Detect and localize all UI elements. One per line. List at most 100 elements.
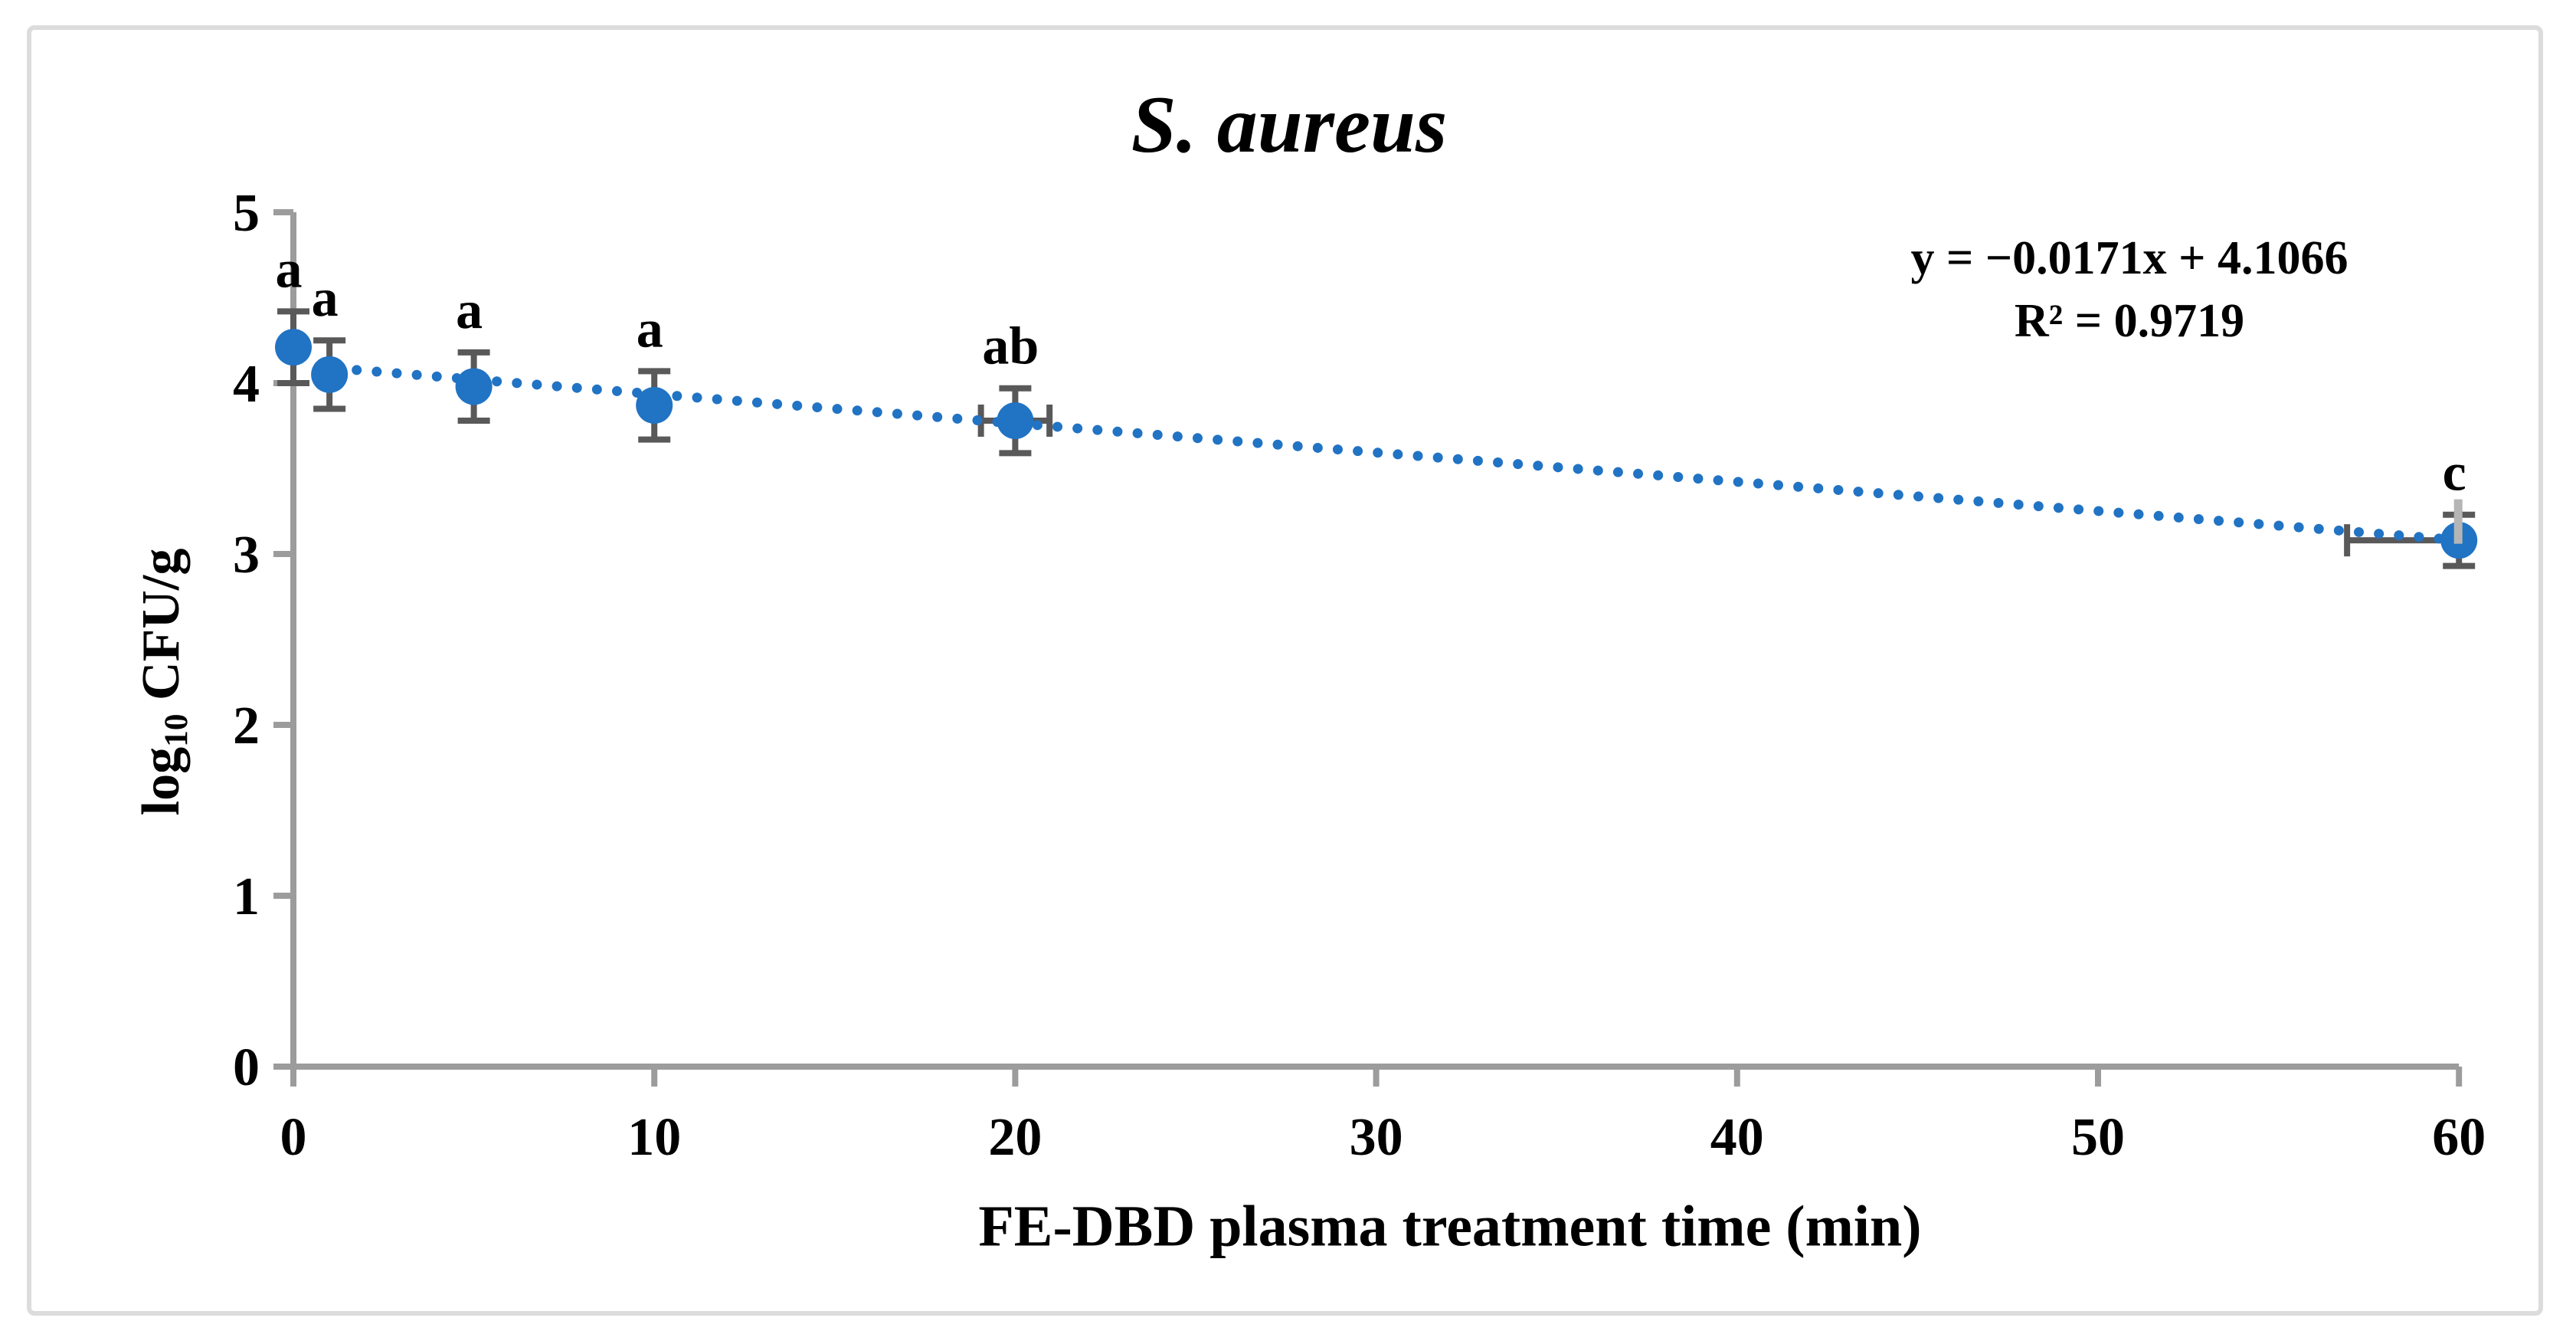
y-axis-title: log10 CFU/g [131,549,195,816]
trendline-dot [2133,509,2144,520]
trendline-dot [952,413,963,424]
trendline-dot [1353,446,1363,457]
chart-title: S. aureus [1131,80,1448,169]
trendline-dot [1772,480,1783,490]
y-tick-label: 5 [233,184,260,243]
trendline-dot [552,381,562,392]
trendline-dot [1192,433,1203,444]
x-axis-title: FE-DBD plasma treatment time (min) [978,1194,1922,1259]
trendline-dot [1673,472,1684,483]
trendline-dot [532,379,542,390]
trendline-dot [591,384,602,395]
x-tick-label: 40 [1710,1108,1764,1167]
trendline-r-squared: R² = 0.9719 [2014,295,2245,347]
significance-label: a [637,300,663,359]
trendline-dot [1472,455,1483,466]
trendline-dot [611,385,622,396]
trendline-dot [792,400,803,411]
trendline-dot [1112,426,1123,437]
trendline-dot [1213,434,1223,445]
trendline-dot [1172,431,1183,442]
trendline-dot [2033,501,2044,512]
trendline-dot [1993,497,2004,508]
trendline-dot [1232,436,1243,447]
trendline-dot [832,404,843,415]
trendline-dot [1893,490,1903,500]
trendline-dot [1452,454,1463,464]
significance-label: ab [982,317,1039,376]
trendline-dot [2293,522,2304,533]
x-tick-label: 50 [2071,1108,2125,1167]
trendline-equation: y = −0.0171x + 4.1066 R² = 0.9719 [1911,227,2349,352]
trendline-dot [1612,467,1623,477]
trendline-dot [1132,428,1143,438]
trendline-dot [2234,517,2244,528]
trendline-dot [411,369,422,380]
y-tick-label: 3 [233,526,260,585]
trendline-dot [1513,459,1524,470]
y-axis-title-suffix: CFU/g [132,548,191,714]
trendline-dot [391,368,402,379]
trendline-dot [1533,461,1543,471]
trendline-dot [1833,484,1844,495]
trendline-dot [1373,447,1383,458]
trendline-dot [812,402,823,413]
trendline-dot [372,366,382,377]
trendline-dot [2153,510,2164,521]
trendline-dot [2214,516,2224,526]
y-axis-title-prefix: log [132,746,191,816]
trendline-dot [712,394,722,405]
trendline-dot [892,408,902,419]
trendline-dot [1973,496,1984,506]
trendline-dot [1432,452,1443,463]
trendline-dot [1813,483,1824,493]
data-point-marker [455,368,493,405]
trendline-dot [1693,474,1704,484]
data-point-marker [636,386,673,424]
trendline-dot [512,378,522,388]
y-tick-label: 1 [233,867,260,926]
trendline-dot [2394,530,2404,541]
trendline-dot [852,405,862,416]
x-tick-label: 30 [1350,1108,1403,1167]
trendline-dot [352,365,362,375]
trendline-dot [2053,503,2064,513]
trendline-dot [1933,493,1944,503]
trendline-dot [1292,441,1303,451]
trendline-dot [2354,526,2365,537]
trendline-dot [2093,506,2104,516]
trendline-dot [571,382,582,393]
trendline-dot [1553,462,1563,473]
trendline-dot [1332,444,1343,455]
trendline-dot [1152,430,1163,441]
trendline-dot [1032,420,1043,431]
trendline-dot [2254,519,2264,529]
trendline-dot [1493,457,1504,467]
data-point-marker [997,402,1034,440]
trendline-dot [1312,442,1323,453]
trendline-dot [1052,421,1063,432]
trendline-dot [1592,465,1603,476]
y-tick-label: 2 [233,697,260,756]
trendline-dot [1793,481,1804,492]
trendline-dot [751,397,762,408]
trendline-dot [872,407,882,418]
trendline-dot [1733,477,1743,487]
x-tick-label: 0 [280,1108,307,1167]
trendline-dot [1272,439,1283,450]
trendline-dot [1853,487,1864,497]
significance-label: a [276,240,303,299]
trendline-dot [492,376,502,387]
trendline-dot [1092,425,1103,435]
trendline-dot [1393,449,1403,460]
trendline-dot [672,391,682,402]
trendline-dot [972,415,983,425]
y-tick-label: 4 [233,355,260,414]
trendline-dot [912,410,923,421]
trendline-dot [1653,470,1664,480]
trendline-dot [1953,494,1964,505]
trendline-dot [2414,532,2424,543]
trendline-dot [1873,488,1884,499]
